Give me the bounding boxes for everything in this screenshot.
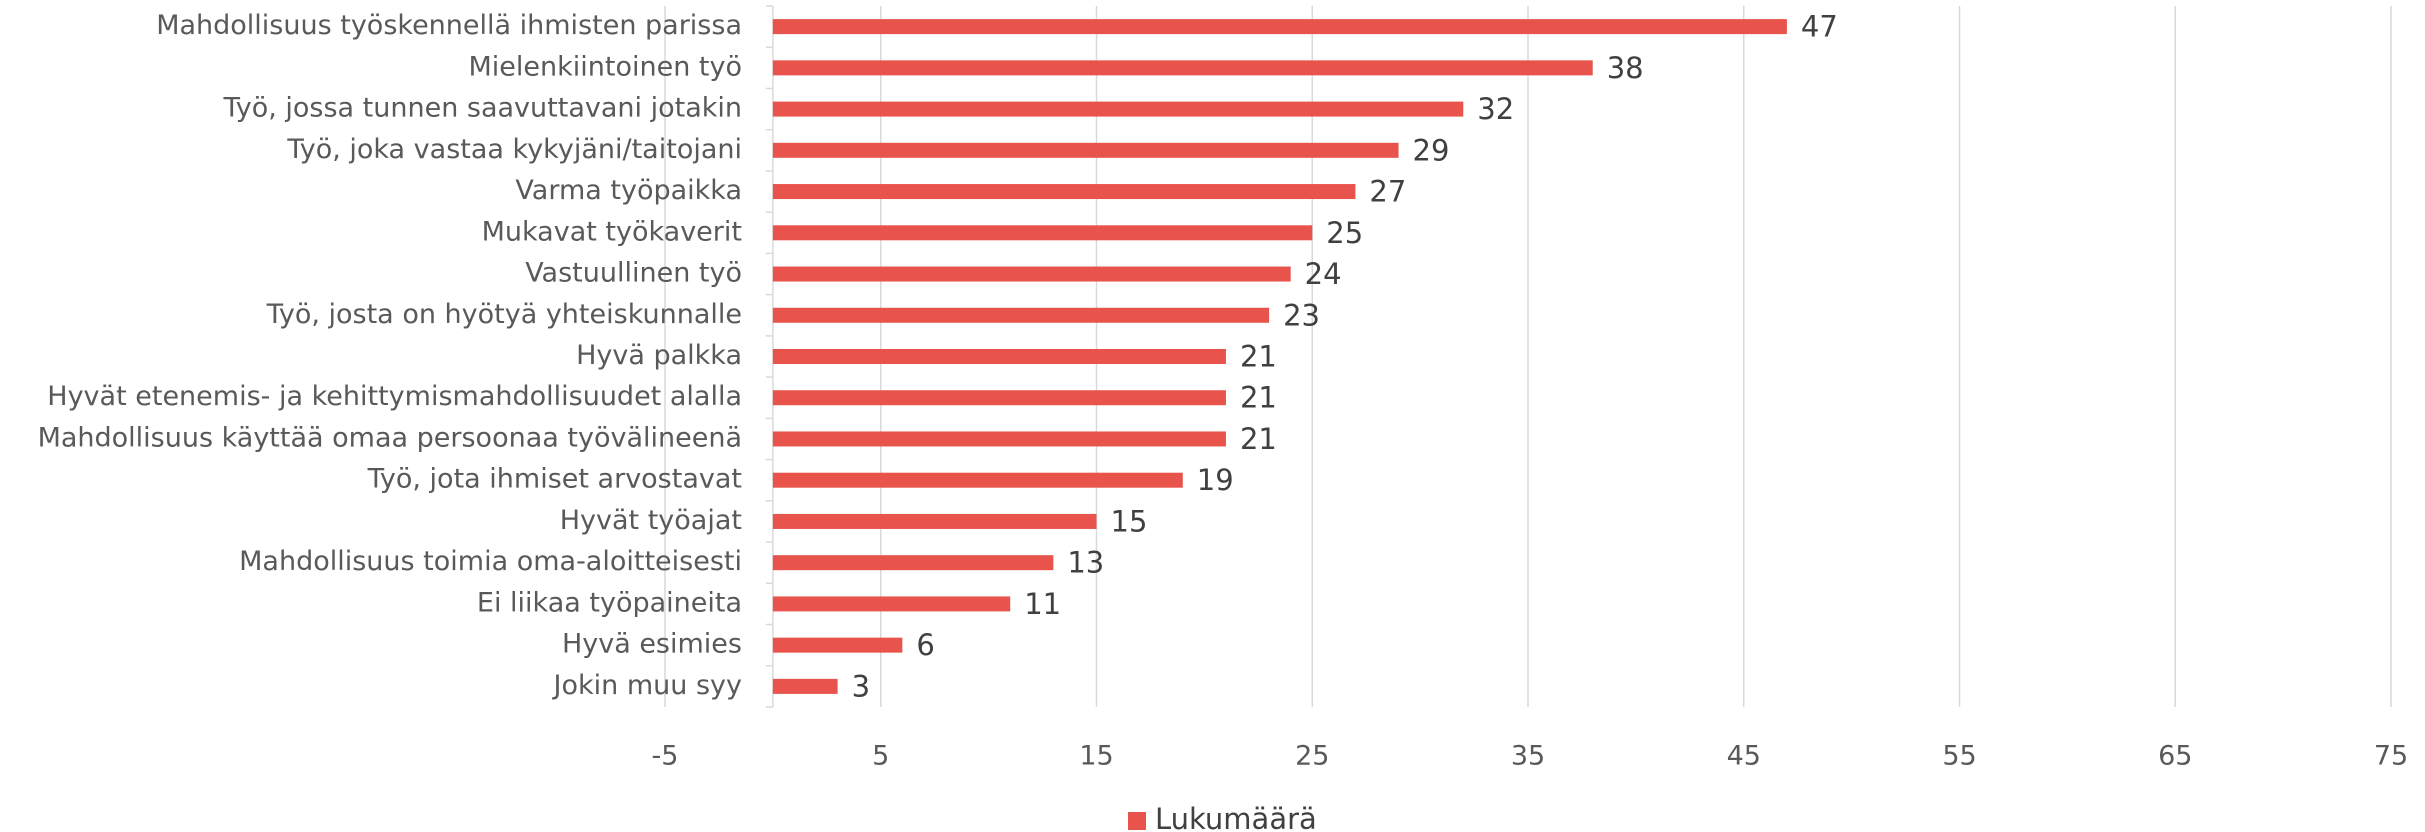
y-tick-label: Mahdollisuus työskennellä ihmisten paris…: [156, 10, 742, 41]
y-tick-label: Vastuullinen työ: [525, 258, 742, 289]
bar: [772, 349, 1226, 364]
data-label: 23: [1283, 298, 1320, 332]
y-tick-label: Mukavat työkaverit: [482, 216, 742, 247]
x-tick-label: 65: [2158, 741, 2192, 772]
bar: [772, 266, 1291, 282]
data-label: 27: [1369, 175, 1406, 209]
x-tick-label: 55: [1942, 741, 1976, 772]
bar: [772, 307, 1270, 323]
y-tick-label: Mahdollisuus käyttää omaa persoonaa työv…: [38, 422, 742, 453]
bar: [772, 19, 1787, 35]
x-tick-label: 45: [1727, 741, 1761, 772]
data-label: 3: [852, 669, 870, 703]
data-label: 32: [1477, 92, 1514, 126]
y-tick-label: Työ, jossa tunnen saavuttavani jotakin: [222, 93, 742, 124]
bar: [772, 184, 1356, 200]
data-label: 21: [1240, 381, 1277, 415]
y-tick-label: Työ, jota ihmiset arvostavat: [367, 464, 742, 495]
bar: [772, 637, 903, 653]
bar: [772, 596, 1011, 612]
y-tick-label: Varma työpaikka: [515, 175, 742, 206]
x-tick-label: 5: [872, 741, 889, 772]
y-tick-label: Hyvä esimies: [562, 629, 742, 660]
y-tick-label: Hyvät etenemis- ja kehittymismahdollisuu…: [47, 381, 742, 412]
data-label: 21: [1240, 340, 1277, 374]
x-tick-label: 75: [2374, 741, 2408, 772]
bar: [772, 678, 838, 694]
bar: [772, 431, 1226, 447]
y-tick-label: Mahdollisuus toimia oma-aloitteisesti: [239, 546, 742, 577]
data-label: 19: [1197, 463, 1234, 497]
bar: [772, 60, 1593, 76]
bar: [772, 101, 1464, 117]
bar: [772, 142, 1399, 158]
y-tick-label: Ei liikaa työpaineita: [477, 587, 742, 618]
legend-label: Lukumäärä: [1155, 802, 1317, 832]
y-tick-label: Mielenkiintoinen työ: [469, 51, 743, 82]
y-tick-label: Jokin muu syy: [552, 670, 742, 701]
data-label: 47: [1801, 10, 1838, 44]
x-tick-label: 35: [1511, 741, 1545, 772]
data-label: 11: [1024, 587, 1061, 621]
data-label: 13: [1067, 546, 1104, 580]
y-tick-label: Työ, josta on hyötyä yhteiskunnalle: [266, 299, 742, 330]
data-label: 29: [1413, 133, 1450, 167]
bar: [772, 472, 1183, 488]
bar: [772, 513, 1097, 529]
data-label: 21: [1240, 422, 1277, 456]
data-label: 25: [1326, 216, 1363, 250]
legend-swatch: [1128, 812, 1146, 830]
x-tick-label: 15: [1079, 741, 1113, 772]
x-tick-label: -5: [652, 741, 679, 772]
bar: [772, 225, 1313, 241]
bar: [772, 390, 1226, 406]
data-label: 6: [916, 628, 934, 662]
data-label: 24: [1305, 257, 1342, 291]
y-tick-label: Työ, joka vastaa kykyjäni/taitojani: [286, 134, 742, 165]
data-label: 38: [1607, 51, 1644, 85]
bar: [772, 555, 1054, 571]
x-tick-label: 25: [1295, 741, 1329, 772]
y-tick-label: Hyvä palkka: [576, 340, 742, 371]
data-label: 15: [1111, 504, 1148, 538]
y-tick-label: Hyvät työajat: [560, 505, 742, 536]
